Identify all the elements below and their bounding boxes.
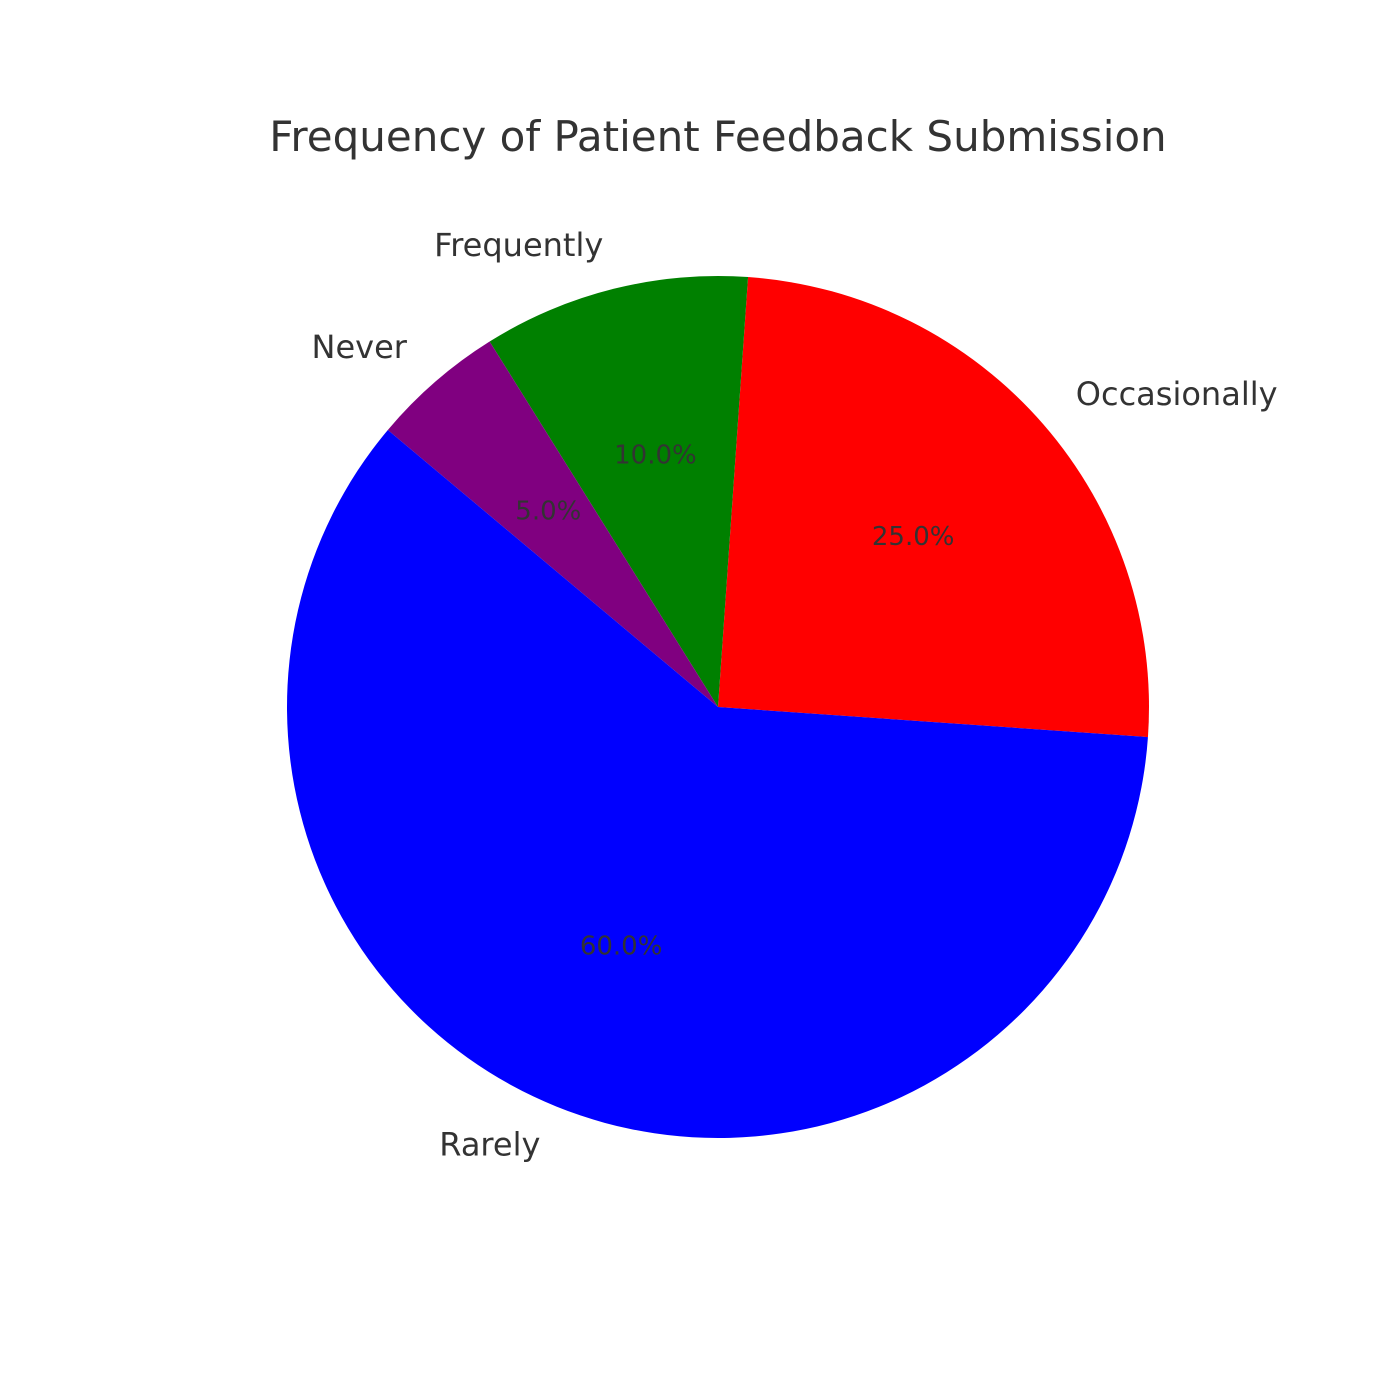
slice-label-never: Never (312, 328, 408, 366)
pie-slice-occasionally (718, 277, 1149, 738)
pie-labels: Occasionally 25.0% Frequently 10.0% Never 5.0… (312, 226, 1278, 1164)
slice-label-frequently: Frequently (434, 226, 603, 264)
slice-label-occasionally: Occasionally (1076, 375, 1278, 413)
slice-percent-occasionally: 25.0% (872, 522, 955, 552)
pie-slice-never (387, 341, 718, 707)
slice-label-rarely: Rarely (439, 1126, 540, 1164)
slice-percent-never: 5.0% (515, 496, 581, 526)
slice-percent-rarely: 60.0% (580, 931, 663, 961)
pie-slice-rarely (286, 429, 1148, 1139)
pie-slices (286, 276, 1149, 1139)
pie-slice-frequently (489, 276, 749, 707)
slice-percent-frequently: 10.0% (614, 441, 697, 471)
chart-title: Frequency of Patient Feedback Submission (269, 112, 1166, 161)
